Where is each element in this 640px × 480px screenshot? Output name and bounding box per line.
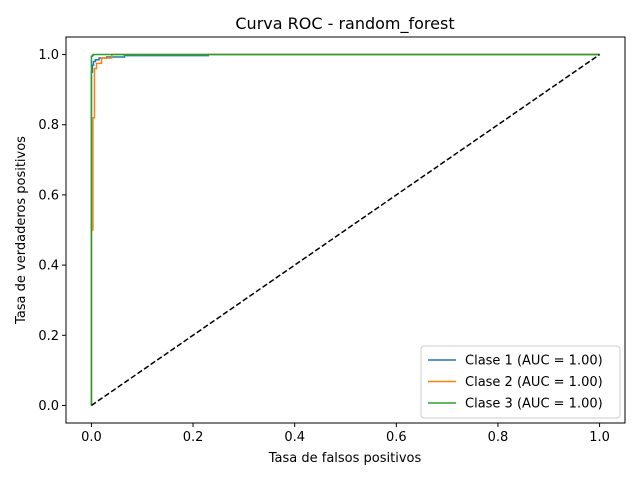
legend-label-1: Clase 1 (AUC = 1.00) <box>465 354 603 369</box>
x-tick-label: 1.0 <box>589 430 610 445</box>
legend-label-2: Clase 2 (AUC = 1.00) <box>465 375 603 390</box>
x-tick-label: 0.4 <box>284 430 305 445</box>
series-line-1 <box>90 53 600 406</box>
y-tick-label: 0.8 <box>38 118 59 133</box>
y-axis-label: Tasa de verdaderos positivos <box>14 136 29 325</box>
x-tick-label: 0.0 <box>81 430 102 445</box>
y-tick-label: 0.2 <box>38 329 59 344</box>
chart-title: Curva ROC - random_forest <box>235 14 454 34</box>
series-line-2 <box>90 53 600 406</box>
plot-frame <box>65 36 626 424</box>
y-tick-label: 0.4 <box>38 259 59 274</box>
x-tick-label: 0.6 <box>386 430 407 445</box>
x-axis-label: Tasa de falsos positivos <box>268 451 422 466</box>
y-tick-label: 0.6 <box>38 188 59 203</box>
legend: Clase 1 (AUC = 1.00) Clase 2 (AUC = 1.00)… <box>420 345 621 419</box>
plot-area <box>90 53 601 407</box>
y-tick-label: 0.0 <box>38 399 59 414</box>
diagonal-reference-line <box>90 53 601 407</box>
x-tick-label: 0.2 <box>183 430 204 445</box>
y-tick-label: 1.0 <box>38 48 59 63</box>
x-tick-label: 0.8 <box>488 430 509 445</box>
legend-label-3: Clase 3 (AUC = 1.00) <box>465 397 603 412</box>
axes: 0.0 0.2 0.4 0.6 0.8 1.0 0.0 0.2 0.4 0.6 0.8 1.0 <box>38 36 626 445</box>
series-line-3 <box>90 53 600 406</box>
legend-box <box>420 345 621 419</box>
